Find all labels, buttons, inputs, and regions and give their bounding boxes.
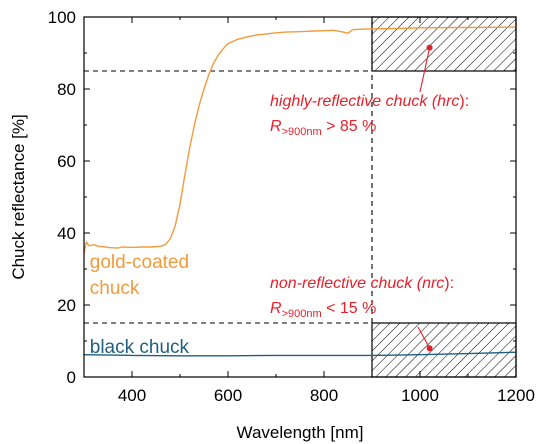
series-lines: [84, 26, 516, 357]
hatched-region-1: [371, 322, 517, 378]
series-label-gold-coated-chuck: gold-coated chuck: [90, 252, 189, 299]
annotations: highly-reflective chuck (hrc): R>900nm > …: [270, 44, 469, 352]
y-tick-label-20: 20: [57, 296, 76, 315]
x-tick-label-600: 600: [214, 386, 242, 405]
x-tick-label-800: 800: [310, 386, 338, 405]
annotation-title-nrc: non-reflective chuck (nrc):: [270, 275, 454, 292]
annotation-value-hrc: R>900nm > 85 %: [270, 118, 376, 138]
series-line-gold-coated-chuck: [84, 26, 516, 253]
x-tick-label-1200: 1200: [497, 386, 535, 405]
hatched-region-0: [371, 16, 517, 72]
reference-lines: [84, 17, 516, 324]
x-axis-label: Wavelength [nm]: [237, 423, 364, 442]
y-tick-label-0: 0: [67, 368, 76, 387]
axis-ticks: 400 600 800 1000 1200 0 20 40 60 80 100: [48, 8, 535, 405]
annotation-title-hrc: highly-reflective chuck (hrc):: [270, 93, 469, 110]
y-tick-label-100: 100: [48, 8, 76, 27]
x-tick-label-1000: 1000: [401, 386, 439, 405]
series-label-black-chuck: black chuck: [90, 337, 190, 358]
annotation-nrc: non-reflective chuck (nrc): R>900nm < 15 …: [270, 275, 454, 352]
x-tick-label-400: 400: [118, 386, 146, 405]
y-axis-label: Chuck reflectance [%]: [9, 114, 28, 279]
hatched-regions: [371, 16, 517, 378]
annotation-value-nrc: R>900nm < 15 %: [270, 300, 376, 320]
annotation-leader-hrc: [419, 47, 431, 93]
y-tick-label-80: 80: [57, 80, 76, 99]
y-tick-label-60: 60: [57, 152, 76, 171]
series-labels: gold-coated chuck black chuck: [90, 252, 190, 358]
annotation-leader-nrc: [417, 326, 431, 349]
annotation-hrc: highly-reflective chuck (hrc): R>900nm > …: [270, 44, 469, 138]
series-line-black-chuck: [84, 351, 516, 357]
y-tick-label-40: 40: [57, 224, 76, 243]
